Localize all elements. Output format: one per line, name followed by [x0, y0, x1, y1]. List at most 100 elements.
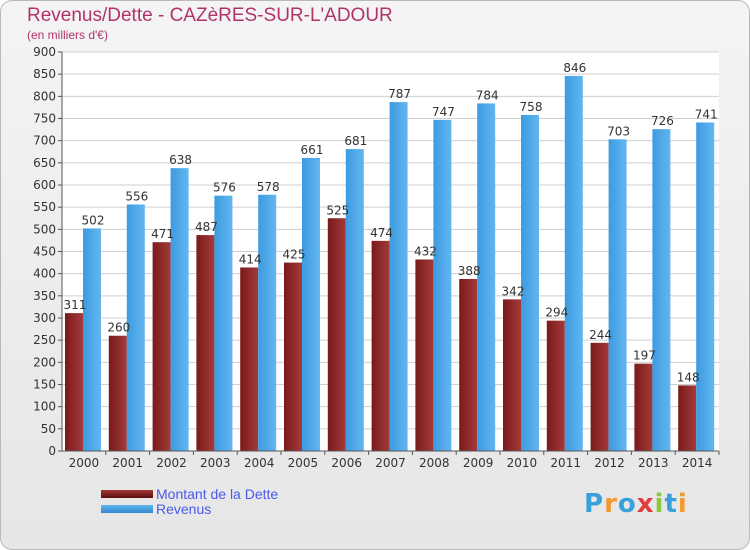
bar-revenue — [214, 195, 233, 451]
data-label-revenue: 661 — [301, 143, 324, 157]
x-tick-label: 2005 — [288, 456, 319, 470]
y-tick-label: 300 — [33, 311, 56, 325]
x-tick-label: 2007 — [375, 456, 406, 470]
data-label-debt: 487 — [195, 220, 218, 234]
bar-debt — [196, 235, 215, 451]
bar-debt — [678, 385, 697, 451]
x-tick-label: 2008 — [419, 456, 450, 470]
x-tick-label: 2002 — [156, 456, 187, 470]
bar-revenue — [521, 114, 539, 451]
logo-letter: P — [584, 489, 605, 519]
x-tick-label: 2013 — [638, 456, 669, 470]
bar-revenue — [696, 122, 715, 452]
x-tick-label: 2011 — [550, 456, 581, 470]
data-label-debt: 260 — [107, 321, 130, 335]
data-label-revenue: 846 — [563, 61, 586, 75]
logo-letter: r — [604, 489, 618, 519]
y-tick-label: 100 — [33, 400, 56, 414]
data-label-revenue: 703 — [607, 124, 630, 138]
data-label-debt: 388 — [458, 264, 481, 278]
data-label-debt: 525 — [326, 203, 349, 217]
y-tick-label: 900 — [33, 45, 56, 59]
data-label-debt: 148 — [677, 370, 700, 384]
data-label-revenue: 747 — [432, 105, 455, 119]
bar-revenue — [170, 168, 189, 452]
data-label-revenue: 726 — [651, 114, 674, 128]
data-label-debt: 425 — [283, 248, 306, 262]
data-label-debt: 474 — [370, 226, 393, 240]
bar-revenue — [258, 194, 277, 451]
y-tick-label: 600 — [33, 178, 56, 192]
logo-letter: x — [636, 489, 655, 519]
data-label-revenue: 758 — [520, 100, 543, 114]
bar-revenue — [389, 102, 408, 451]
y-tick-label: 750 — [33, 112, 56, 126]
bar-debt — [371, 240, 390, 451]
data-label-debt: 342 — [502, 284, 525, 298]
y-tick-label: 850 — [33, 67, 56, 81]
y-tick-label: 450 — [33, 245, 56, 259]
x-tick-label: 2009 — [463, 456, 494, 470]
data-label-debt: 414 — [239, 252, 262, 266]
logo-letter: t — [664, 489, 678, 519]
legend-swatch-debt — [101, 490, 153, 498]
y-tick-label: 500 — [33, 222, 56, 236]
x-tick-label: 2000 — [69, 456, 100, 470]
y-tick-label: 150 — [33, 378, 56, 392]
proxiti-logo: Proxiti — [584, 489, 688, 519]
legend-swatch-revenue — [101, 505, 153, 513]
bar-debt — [284, 262, 302, 451]
data-label-debt: 294 — [545, 306, 568, 320]
x-tick-label: 2010 — [507, 456, 538, 470]
y-tick-label: 350 — [33, 289, 56, 303]
bar-debt — [546, 320, 565, 451]
x-tick-label: 2006 — [331, 456, 362, 470]
bar-debt — [108, 335, 127, 451]
bar-debt — [503, 299, 521, 451]
bar-debt — [240, 267, 259, 451]
data-label-revenue: 576 — [213, 181, 236, 195]
y-tick-label: 0 — [48, 444, 56, 458]
y-tick-label: 700 — [33, 134, 56, 148]
data-label-debt: 197 — [633, 349, 656, 363]
x-tick-label: 2001 — [112, 456, 143, 470]
data-label-debt: 471 — [151, 227, 174, 241]
bar-debt — [327, 218, 346, 451]
y-tick-label: 400 — [33, 267, 56, 281]
bar-debt — [65, 313, 83, 451]
bar-revenue — [433, 119, 452, 451]
y-tick-label: 550 — [33, 200, 56, 214]
y-tick-label: 650 — [33, 156, 56, 170]
data-label-debt: 432 — [414, 244, 437, 258]
bar-debt — [152, 242, 171, 451]
bar-revenue — [652, 129, 671, 451]
logo-letter: i — [654, 489, 665, 519]
bar-revenue — [564, 75, 583, 451]
bar-revenue — [302, 157, 320, 451]
bar-revenue — [477, 103, 496, 451]
data-label-debt: 244 — [589, 328, 612, 342]
data-label-revenue: 787 — [388, 87, 411, 101]
bar-revenue — [345, 149, 364, 451]
y-tick-label: 250 — [33, 333, 56, 347]
data-label-revenue: 784 — [476, 88, 499, 102]
legend-label-revenue: Revenus — [156, 501, 212, 517]
data-label-debt: 311 — [64, 298, 87, 312]
chart-title: Revenus/Dette - CAZèRES-SUR-L'ADOUR — [27, 5, 393, 26]
bar-revenue — [608, 139, 627, 451]
bar-debt — [415, 259, 434, 451]
bar-revenue — [83, 228, 101, 451]
data-label-revenue: 681 — [344, 134, 367, 148]
x-tick-label: 2003 — [200, 456, 231, 470]
logo-letter: i — [677, 489, 688, 519]
data-label-revenue: 502 — [82, 213, 105, 227]
bar-debt — [634, 363, 653, 451]
data-label-revenue: 556 — [125, 190, 148, 204]
data-label-revenue: 741 — [695, 107, 718, 121]
bar-revenue — [126, 204, 145, 451]
y-tick-label: 800 — [33, 89, 56, 103]
x-tick-label: 2012 — [594, 456, 625, 470]
bar-debt — [590, 342, 609, 451]
